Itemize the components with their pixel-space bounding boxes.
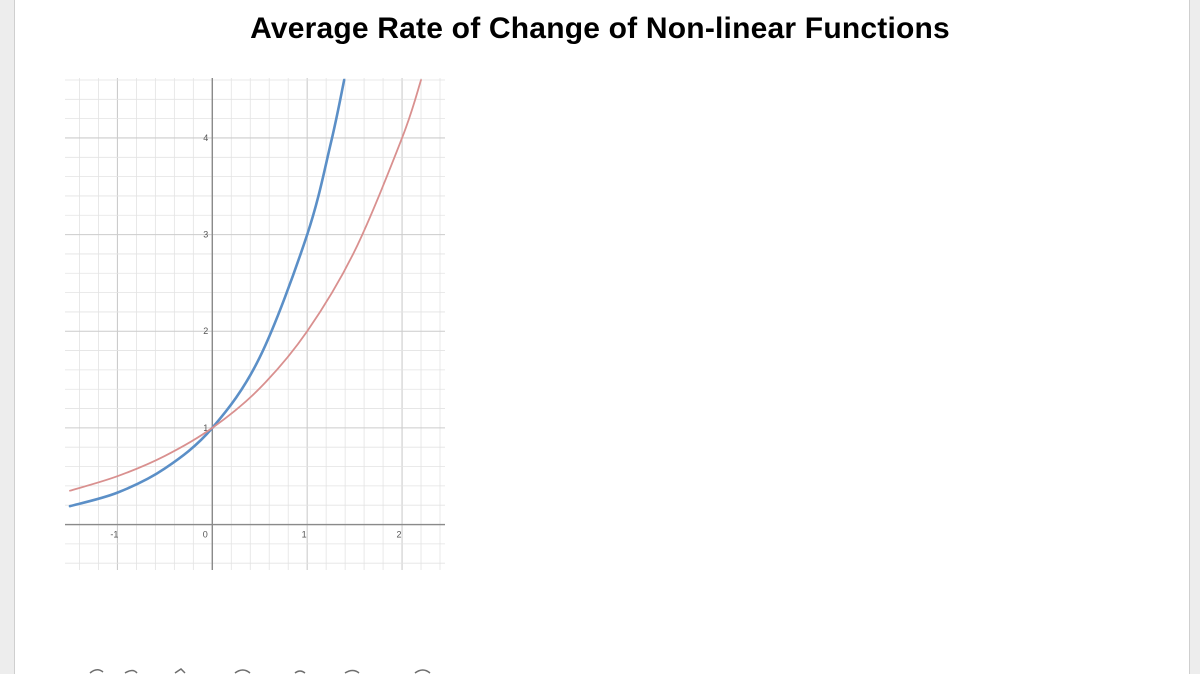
x-tick-label: 0: [203, 530, 208, 540]
x-tick-label: 1: [302, 530, 307, 540]
tick-layer: -1 0 1 2 1 2 3 4: [110, 133, 401, 540]
graph-area: -1 0 1 2 1 2 3 4: [65, 78, 445, 570]
series-line-red: [69, 79, 422, 492]
axis-layer: [65, 78, 445, 570]
y-tick-label: 2: [203, 326, 208, 336]
series-line-blue: [68, 78, 346, 508]
y-tick-label: 4: [203, 133, 208, 143]
slide-canvas: Average Rate of Change of Non-linear Fun…: [14, 0, 1190, 674]
x-tick-label: -1: [110, 530, 118, 540]
series-layer: [68, 78, 422, 508]
chart-svg: -1 0 1 2 1 2 3 4: [65, 78, 445, 570]
x-tick-label: 2: [397, 530, 402, 540]
y-tick-label: 1: [203, 423, 208, 433]
page-title: Average Rate of Change of Non-linear Fun…: [250, 12, 950, 45]
cropped-handwriting-marks: [89, 668, 431, 674]
y-tick-label: 3: [203, 230, 208, 240]
grid-layer: [65, 78, 445, 570]
